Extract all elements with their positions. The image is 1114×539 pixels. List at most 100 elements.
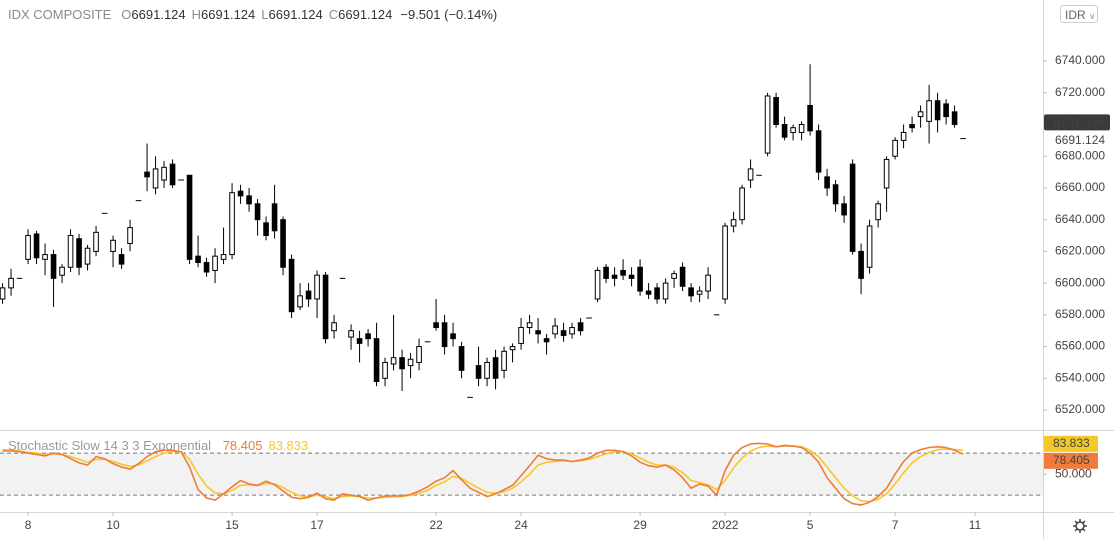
candle-body xyxy=(271,203,278,232)
stoch-line xyxy=(2,442,964,506)
currency-select[interactable]: IDR ∨ xyxy=(1060,5,1098,23)
y-tick-label: 6740.000 xyxy=(1055,53,1105,67)
change: −9.501 (−0.14%) xyxy=(400,7,498,22)
y-tick-label: 6640.000 xyxy=(1055,212,1105,226)
legend-value: 78.405 xyxy=(222,438,263,453)
candle-body xyxy=(569,327,575,335)
candle-body xyxy=(620,269,626,276)
candle-body xyxy=(118,254,125,265)
y-tick-label: 6560.000 xyxy=(1055,339,1105,353)
y-tick-label: 6720.000 xyxy=(1055,85,1105,99)
candle-body xyxy=(679,266,686,287)
y-tick-label: 6580.000 xyxy=(1055,307,1105,321)
candle-body xyxy=(246,195,252,205)
candle-body xyxy=(926,100,932,122)
value-box-label: 83.833 xyxy=(1053,436,1090,450)
candle-body xyxy=(458,346,465,371)
candle-body xyxy=(475,365,482,379)
candle-body xyxy=(84,247,91,265)
ohlc-item: L6691.124 xyxy=(261,7,322,22)
value-box xyxy=(1044,452,1098,469)
x-tick-label: 7 xyxy=(892,518,899,532)
ohlc-key: H xyxy=(191,7,202,22)
candle-body xyxy=(433,322,439,329)
last-price-label: 6691.124 xyxy=(1055,133,1105,147)
ohlc-item: O6691.124 xyxy=(121,7,185,22)
x-tick-label: 11 xyxy=(969,518,982,532)
y-tick-label: 6680.000 xyxy=(1055,148,1105,162)
candle-body xyxy=(501,350,507,371)
candle-body xyxy=(594,269,601,300)
candle-body xyxy=(50,254,57,279)
y-tick-label: 6620.000 xyxy=(1055,244,1105,258)
ohlc-item: H6691.124 xyxy=(192,7,256,22)
candle-body xyxy=(696,290,703,295)
candle-body xyxy=(161,166,167,181)
candle-body xyxy=(798,124,805,133)
candle-body xyxy=(59,266,65,276)
ohlc-key: O xyxy=(121,7,132,22)
candle-body xyxy=(671,273,677,279)
settings-icon[interactable] xyxy=(1073,519,1087,533)
candle-body xyxy=(951,111,958,126)
candle-body xyxy=(883,158,890,189)
candle-body xyxy=(314,274,320,300)
x-tick-label: 22 xyxy=(429,518,443,532)
candle-body xyxy=(628,274,635,279)
currency: IDR xyxy=(1065,8,1086,22)
candle-body xyxy=(76,238,82,268)
candle-body xyxy=(900,131,907,141)
candle-body xyxy=(373,338,380,382)
value-box-label: 78.405 xyxy=(1053,453,1090,467)
ohlc-value: 6691.124 xyxy=(338,7,393,22)
candle-body xyxy=(280,219,286,268)
candle-body xyxy=(637,266,643,292)
candle-body xyxy=(917,111,924,118)
candle-body xyxy=(169,163,176,186)
candle-body xyxy=(399,357,405,370)
candle-body xyxy=(33,233,40,259)
candle-body xyxy=(42,254,48,260)
candle-body xyxy=(110,239,116,252)
value-box xyxy=(1044,435,1098,452)
x-tick-label: 17 xyxy=(310,518,324,532)
candle-body xyxy=(943,103,949,118)
candle-body xyxy=(560,330,567,336)
price-mark-box xyxy=(1044,114,1110,131)
candle-body xyxy=(875,203,881,221)
x-tick-label: 24 xyxy=(514,518,528,532)
candle-body xyxy=(93,231,99,252)
candle-body xyxy=(390,357,397,365)
candle-body xyxy=(0,287,6,300)
ohlc-value: 6691.124 xyxy=(268,7,323,22)
ohlc-value: 6691.124 xyxy=(131,7,186,22)
candle-body xyxy=(773,97,779,126)
candle-body xyxy=(186,174,193,260)
candle-body xyxy=(849,163,856,252)
ohlc-key: C xyxy=(328,7,339,22)
candle-body xyxy=(356,338,363,344)
candle-body xyxy=(492,357,499,379)
candle-body xyxy=(645,290,652,295)
x-tick-label: 10 xyxy=(106,518,120,532)
ohlc-key: L xyxy=(261,7,269,22)
candle-body xyxy=(509,346,516,351)
candle-body xyxy=(764,95,771,154)
ohlc-item: C6691.124 xyxy=(329,7,393,22)
gear-teeth xyxy=(1073,519,1087,533)
candle-body xyxy=(127,227,133,244)
candle-body xyxy=(781,124,788,138)
price-mark-label: 6701.316 xyxy=(1054,115,1104,129)
candle-body xyxy=(25,235,31,260)
candle-body xyxy=(603,266,609,279)
candle-body xyxy=(365,333,371,340)
candle-body xyxy=(747,168,754,181)
candle-body xyxy=(484,361,490,379)
candle-body xyxy=(688,287,694,297)
candle-body xyxy=(518,327,524,344)
candle-body xyxy=(535,330,541,335)
candle-body xyxy=(288,258,295,313)
